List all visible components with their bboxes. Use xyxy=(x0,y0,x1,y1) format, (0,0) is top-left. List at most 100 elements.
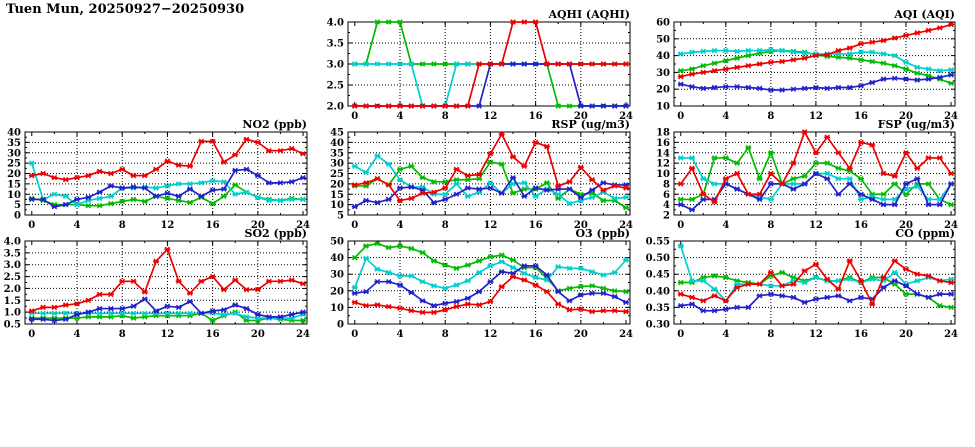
svg-text:16: 16 xyxy=(656,138,670,149)
svg-text:24: 24 xyxy=(944,220,958,231)
svg-text:0.55: 0.55 xyxy=(646,237,670,248)
fsp-title: FSP (ug/m3) xyxy=(878,118,955,131)
svg-text:10: 10 xyxy=(656,169,670,180)
svg-text:4: 4 xyxy=(74,329,81,340)
chart-o3: 0 10 20 30 40 50 0 4 8 12 16 20 24 O3 (ppb) xyxy=(330,227,633,340)
svg-text:8: 8 xyxy=(767,220,774,231)
svg-text:8: 8 xyxy=(663,179,670,190)
aqhi-title: AQHI (AQHI) xyxy=(547,8,630,21)
co-series-blue xyxy=(677,278,955,314)
svg-text:24: 24 xyxy=(944,329,958,340)
no2-series-cyan xyxy=(28,160,306,208)
svg-text:35: 35 xyxy=(330,148,344,159)
svg-text:0: 0 xyxy=(351,220,358,231)
svg-text:4: 4 xyxy=(397,220,404,231)
svg-text:20: 20 xyxy=(899,111,913,122)
svg-text:25: 25 xyxy=(7,159,21,170)
no2-grid xyxy=(26,133,306,214)
svg-text:12: 12 xyxy=(809,220,823,231)
svg-text:20: 20 xyxy=(7,169,21,180)
svg-text:8: 8 xyxy=(442,220,449,231)
svg-text:10: 10 xyxy=(7,190,21,201)
aqi-series-red xyxy=(677,21,955,80)
aqi-title: AQI (AQI) xyxy=(893,8,955,21)
svg-text:0: 0 xyxy=(337,320,344,331)
svg-text:40: 40 xyxy=(330,253,344,264)
svg-text:0: 0 xyxy=(677,329,684,340)
fsp-series-red xyxy=(677,129,955,205)
svg-text:0: 0 xyxy=(677,220,684,231)
fsp-axes xyxy=(673,131,956,216)
svg-text:24: 24 xyxy=(296,220,310,231)
so2-series-blue xyxy=(28,296,306,324)
svg-text:12: 12 xyxy=(483,111,497,122)
svg-text:3.0: 3.0 xyxy=(4,260,21,271)
svg-text:16: 16 xyxy=(529,329,543,340)
so2-series-green xyxy=(28,309,306,324)
svg-text:10: 10 xyxy=(330,200,344,211)
svg-text:20: 20 xyxy=(251,220,265,231)
rsp-series-red xyxy=(351,131,629,204)
svg-text:20: 20 xyxy=(656,85,670,96)
svg-text:12: 12 xyxy=(483,329,497,340)
svg-text:0: 0 xyxy=(28,329,35,340)
svg-text:20: 20 xyxy=(330,286,344,297)
svg-text:3.5: 3.5 xyxy=(327,39,344,50)
svg-text:4.0: 4.0 xyxy=(327,18,344,29)
svg-text:18: 18 xyxy=(656,128,670,139)
svg-text:0: 0 xyxy=(351,329,358,340)
o3-series-cyan xyxy=(351,255,629,292)
svg-text:12: 12 xyxy=(809,111,823,122)
svg-text:3.5: 3.5 xyxy=(4,248,21,259)
svg-text:40: 40 xyxy=(330,138,344,149)
so2-series-cyan xyxy=(28,310,306,321)
svg-text:16: 16 xyxy=(529,220,543,231)
chart-so2: 0.51.01.52.02.53.03.54.0 0 4 8 12 16 20 24 SO2 (… xyxy=(4,227,310,340)
rsp-series-blue xyxy=(351,174,629,210)
svg-text:14: 14 xyxy=(656,148,670,159)
svg-text:35: 35 xyxy=(7,138,21,149)
svg-text:10: 10 xyxy=(330,303,344,314)
page-title: Tuen Mun, 20250927−20250930 xyxy=(6,2,245,17)
co-labels: 0.30 0.35 0.40 0.45 0.50 0.55 0 4 8 12 16 20 24 CO (p… xyxy=(646,227,958,340)
svg-text:2.0: 2.0 xyxy=(4,284,21,295)
svg-text:10: 10 xyxy=(656,102,670,113)
so2-series-red xyxy=(28,246,306,314)
no2-series-blue xyxy=(28,166,306,210)
rsp-title: RSP (ug/m3) xyxy=(551,118,630,131)
svg-text:1.5: 1.5 xyxy=(4,296,21,307)
svg-text:12: 12 xyxy=(160,220,174,231)
aqi-series-blue xyxy=(677,72,955,93)
svg-text:30: 30 xyxy=(330,159,344,170)
svg-text:0: 0 xyxy=(677,111,684,122)
svg-text:4: 4 xyxy=(722,111,729,122)
co-axes xyxy=(673,240,956,325)
svg-text:2.5: 2.5 xyxy=(327,81,344,92)
svg-text:24: 24 xyxy=(619,111,633,122)
svg-text:2.0: 2.0 xyxy=(327,102,344,113)
svg-text:0: 0 xyxy=(351,111,358,122)
svg-text:5: 5 xyxy=(14,200,21,211)
chart-co: 0.30 0.35 0.40 0.45 0.50 0.55 0 4 8 12 16 20 24 CO (p… xyxy=(646,227,958,340)
svg-text:0: 0 xyxy=(28,220,35,231)
svg-text:4: 4 xyxy=(397,111,404,122)
svg-text:3.0: 3.0 xyxy=(327,60,344,71)
svg-text:8: 8 xyxy=(767,329,774,340)
svg-text:0.5: 0.5 xyxy=(4,320,21,331)
co-series-red xyxy=(677,258,955,307)
svg-text:16: 16 xyxy=(854,329,868,340)
svg-text:20: 20 xyxy=(574,220,588,231)
so2-title: SO2 (ppb) xyxy=(245,227,308,240)
o3-labels: 0 10 20 30 40 50 0 4 8 12 16 20 24 O3 (ppb) xyxy=(330,227,633,340)
svg-text:1.0: 1.0 xyxy=(4,308,21,319)
svg-text:24: 24 xyxy=(296,329,310,340)
svg-text:2: 2 xyxy=(663,211,670,222)
svg-text:20: 20 xyxy=(899,220,913,231)
fsp-series-blue xyxy=(677,170,955,213)
svg-text:0.45: 0.45 xyxy=(646,270,670,281)
o3-axes xyxy=(347,240,631,325)
